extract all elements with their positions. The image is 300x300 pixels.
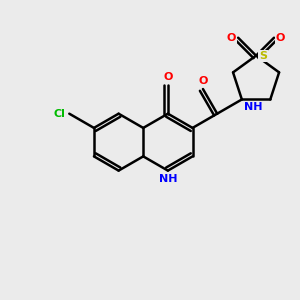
Text: O: O bbox=[276, 33, 285, 43]
Text: O: O bbox=[198, 76, 208, 86]
Text: NH: NH bbox=[244, 102, 262, 112]
Text: O: O bbox=[227, 33, 236, 43]
Text: O: O bbox=[163, 72, 172, 82]
Text: Cl: Cl bbox=[53, 109, 65, 119]
Text: S: S bbox=[259, 51, 267, 61]
Text: NH: NH bbox=[159, 174, 177, 184]
